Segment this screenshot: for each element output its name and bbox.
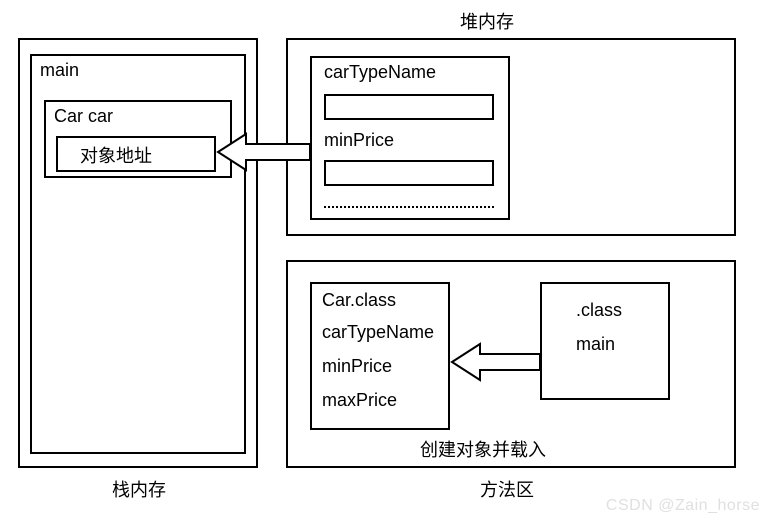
minprice2-label: minPrice xyxy=(322,356,392,377)
arrow-class-to-carclass xyxy=(452,340,540,384)
heap-dots xyxy=(324,206,494,208)
cartypename-field xyxy=(324,94,494,120)
method-area-title: 方法区 xyxy=(480,476,534,502)
main-label: main xyxy=(40,60,79,81)
maxprice-label: maxPrice xyxy=(322,390,397,411)
carclass-label: Car.class xyxy=(322,290,396,311)
stack-title: 栈内存 xyxy=(112,476,166,502)
cartypename-label: carTypeName xyxy=(324,62,436,83)
object-address-label: 对象地址 xyxy=(80,142,152,168)
create-load-label: 创建对象并载入 xyxy=(420,436,546,462)
minprice-field xyxy=(324,160,494,186)
heap-title: 堆内存 xyxy=(460,8,514,34)
watermark: CSDN @Zain_horse xyxy=(606,497,760,515)
main2-label: main xyxy=(576,334,615,355)
carcar-label: Car car xyxy=(54,106,113,127)
cartypename2-label: carTypeName xyxy=(322,322,434,343)
arrow-heap-to-stack xyxy=(218,130,310,174)
minprice-label: minPrice xyxy=(324,130,394,151)
dotclass-label: .class xyxy=(576,300,622,321)
